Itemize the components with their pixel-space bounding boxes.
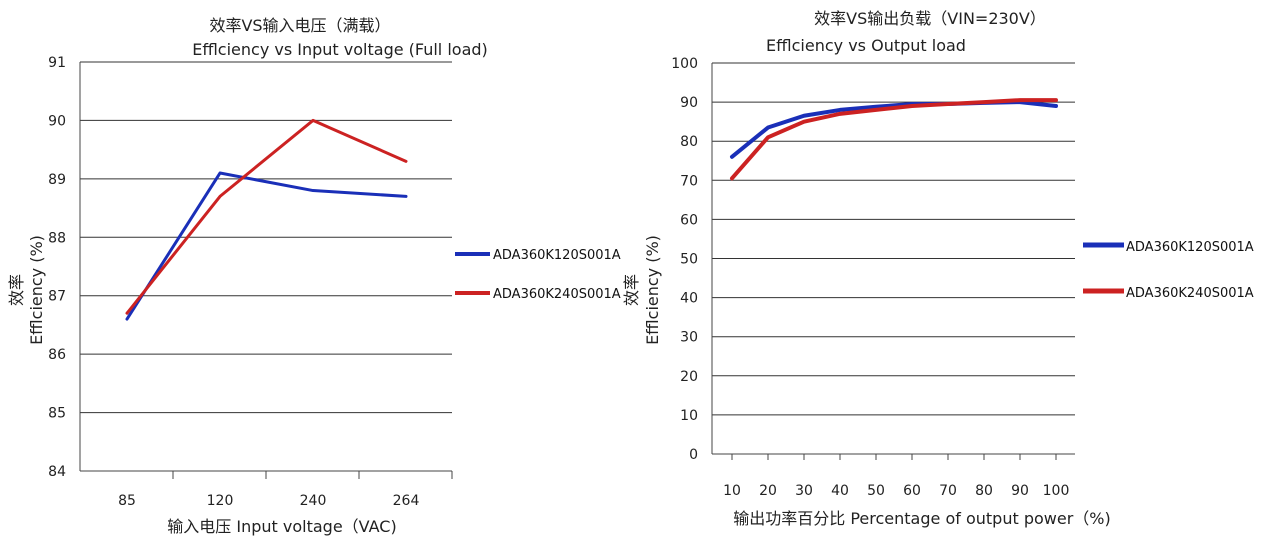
chart-right-y-label-2: Efflciency (%) (643, 235, 662, 345)
chart-left-x-ticks: 85 120 240 264 (118, 471, 453, 509)
right-x-tick-label: 10 (723, 483, 741, 499)
left-y-tick-label: 88 (48, 230, 66, 246)
chart-right-series (730, 98, 1058, 181)
chart-left-grid (80, 61, 452, 472)
right-y-tick-label: 90 (680, 95, 698, 111)
right-y-tick-label: 70 (680, 173, 698, 189)
right-y-tick-label: 0 (689, 447, 698, 463)
left-x-tick-label: 240 (300, 493, 327, 509)
chart-left-legend-label-2: ADA360K240S001A (493, 287, 621, 302)
left-y-tick-label: 86 (48, 347, 66, 363)
left-y-tick-label: 90 (48, 113, 66, 129)
chart-left-x-label: 输入电压 Input voltage（VAC) (167, 517, 396, 536)
chart-right-title: 效率VS输出负载（VIN=230V） (814, 9, 1046, 28)
left-y-tick-label: 89 (48, 172, 66, 188)
right-x-tick-label: 90 (1011, 483, 1029, 499)
right-y-tick-label: 30 (680, 330, 698, 346)
right-x-tick-label: 60 (903, 483, 921, 499)
right-x-tick-label: 20 (759, 483, 777, 499)
left-y-tick-label: 91 (48, 55, 66, 71)
right-series-line-1 (730, 100, 1058, 159)
left-series-line-1 (125, 171, 408, 321)
chart-left-subtitle: Efflciency vs Input voltage (Full load) (192, 40, 488, 59)
right-y-tick-label: 60 (680, 212, 698, 228)
chart-right-subtitle: Efflciency vs Output load (766, 36, 966, 55)
chart-right-y-ticks: 0 10 20 30 40 50 60 70 80 90 100 (671, 56, 698, 463)
right-x-tick-label: 70 (939, 483, 957, 499)
right-y-tick-label: 40 (680, 291, 698, 307)
chart-right-x-ticks: 10 20 30 40 50 60 70 80 90 100 (723, 454, 1069, 499)
right-y-tick-label: 50 (680, 252, 698, 268)
chart-right: 效率VS输出负载（VIN=230V） Efflciency vs Output … (622, 9, 1254, 528)
right-x-tick-label: 100 (1043, 483, 1070, 499)
left-y-tick-label: 85 (48, 406, 66, 422)
chart-right-grid (712, 62, 1075, 455)
left-y-tick-label: 84 (48, 464, 66, 480)
chart-left-y-ticks: 84 85 86 87 88 89 90 91 (48, 55, 66, 480)
left-y-tick-label: 87 (48, 289, 66, 305)
right-y-tick-label: 80 (680, 134, 698, 150)
chart-left-title: 效率VS输入电压（满载） (209, 16, 390, 35)
chart-left: 效率VS输入电压（满载） Efflciency vs Input voltage… (7, 16, 621, 536)
left-x-tick-label: 120 (207, 493, 234, 509)
left-x-tick-label: 85 (118, 493, 136, 509)
chart-left-y-label-2: Efflciency (%) (27, 235, 46, 345)
chart-right-legend: ADA360K120S001A ADA360K240S001A (1083, 240, 1254, 301)
chart-right-x-label: 输出功率百分比 Percentage of output power（%) (733, 509, 1110, 528)
chart-left-legend-label-1: ADA360K120S001A (493, 248, 621, 263)
right-x-tick-label: 50 (867, 483, 885, 499)
right-x-tick-label: 40 (831, 483, 849, 499)
right-x-tick-label: 30 (795, 483, 813, 499)
right-y-tick-label: 10 (680, 408, 698, 424)
chart-right-y-label: 效率 (622, 274, 641, 306)
chart-left-y-label: 效率 (7, 274, 26, 306)
left-x-tick-label: 264 (393, 493, 420, 509)
right-y-tick-label: 100 (671, 56, 698, 72)
chart-left-series (125, 118, 408, 321)
chart-left-legend: ADA360K120S001A ADA360K240S001A (455, 248, 621, 302)
left-series-line-2 (125, 118, 408, 315)
chart-right-legend-label-2: ADA360K240S001A (1126, 286, 1254, 301)
right-y-tick-label: 20 (680, 369, 698, 385)
chart-right-legend-label-1: ADA360K120S001A (1126, 240, 1254, 255)
right-series-line-2 (730, 98, 1058, 181)
right-x-tick-label: 80 (975, 483, 993, 499)
